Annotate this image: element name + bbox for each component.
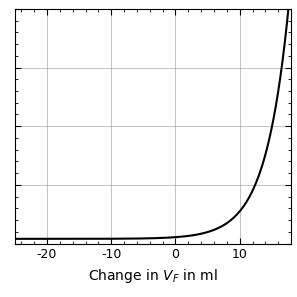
- X-axis label: Change in $V_F$ in ml: Change in $V_F$ in ml: [88, 267, 218, 285]
